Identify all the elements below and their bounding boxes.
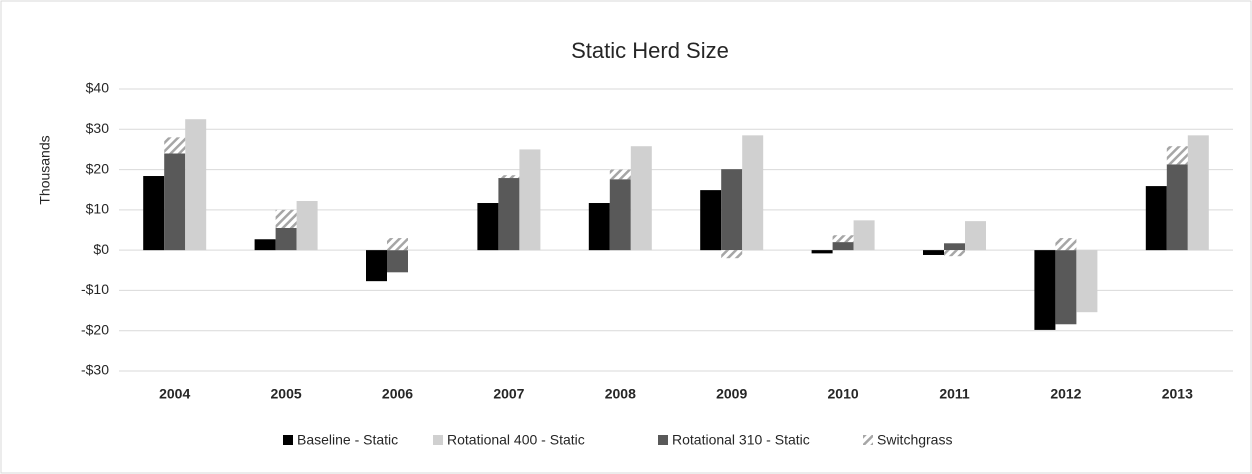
- bar: [1166, 164, 1188, 251]
- bar: [498, 178, 520, 251]
- bar: [519, 149, 541, 251]
- x-tick-label: 2012: [1050, 386, 1081, 402]
- bar: [923, 250, 944, 255]
- y-axis-label: Thousands: [37, 135, 53, 204]
- legend-label: Rotational 400 - Static: [447, 432, 585, 448]
- legend-swatch: [863, 435, 873, 445]
- y-tick-label: $30: [86, 120, 110, 136]
- y-tick-label: $0: [93, 241, 109, 257]
- legend-label: Baseline - Static: [297, 432, 398, 448]
- bar: [1145, 186, 1167, 251]
- x-tick-label: 2008: [605, 386, 636, 402]
- bar: [832, 242, 854, 251]
- bar: [387, 250, 408, 273]
- legend-label: Switchgrass: [877, 432, 952, 448]
- bar: [1166, 146, 1188, 165]
- legend-swatch: [433, 435, 443, 445]
- bar: [1055, 238, 1077, 251]
- bar: [721, 250, 743, 259]
- bar: [1055, 250, 1077, 325]
- y-tick-label: $20: [86, 160, 110, 176]
- bar: [944, 250, 965, 257]
- bar: [477, 203, 499, 251]
- bar: [853, 220, 875, 251]
- bar: [275, 227, 297, 251]
- y-tick-label: -$20: [81, 321, 109, 337]
- bar: [185, 119, 207, 251]
- bar: [630, 146, 652, 251]
- bar: [609, 169, 631, 180]
- bar: [254, 239, 276, 251]
- bar: [143, 176, 165, 251]
- x-tick-label: 2010: [828, 386, 859, 402]
- y-tick-label: $40: [86, 80, 110, 96]
- bar: [944, 243, 965, 251]
- bar: [1076, 250, 1098, 313]
- bar: [965, 221, 986, 251]
- bar: [700, 190, 722, 251]
- bar: [164, 137, 186, 154]
- bar: [588, 203, 610, 251]
- bar: [811, 250, 833, 254]
- bar: [721, 169, 743, 251]
- bar: [164, 153, 186, 251]
- bar: [1187, 135, 1209, 251]
- bar: [609, 179, 631, 251]
- bar: [275, 209, 297, 228]
- chart-title: Static Herd Size: [571, 38, 729, 63]
- bar: [387, 238, 408, 251]
- x-tick-label: 2009: [716, 386, 747, 402]
- legend-swatch: [283, 435, 293, 445]
- x-tick-label: 2007: [493, 386, 524, 402]
- legend-label: Rotational 310 - Static: [672, 432, 810, 448]
- x-tick-label: 2005: [271, 386, 302, 402]
- y-tick-label: $10: [86, 201, 110, 217]
- x-tick-label: 2006: [382, 386, 413, 402]
- bar: [1034, 250, 1056, 330]
- x-tick-label: 2013: [1162, 386, 1193, 402]
- bar: [742, 135, 764, 251]
- x-tick-label: 2011: [939, 386, 970, 402]
- bar: [296, 200, 318, 251]
- legend-swatch: [658, 435, 668, 445]
- x-tick-label: 2004: [159, 386, 190, 402]
- bar: [832, 235, 854, 243]
- y-tick-label: -$10: [81, 281, 109, 297]
- y-tick-label: -$30: [81, 362, 109, 378]
- bar: [366, 250, 387, 282]
- bar: [498, 175, 520, 179]
